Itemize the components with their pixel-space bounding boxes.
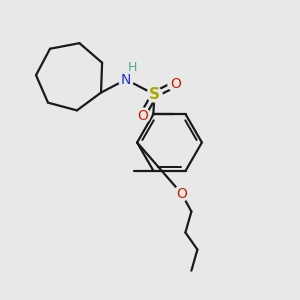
Text: O: O xyxy=(170,77,181,91)
Circle shape xyxy=(147,87,162,102)
Circle shape xyxy=(135,108,150,123)
Text: S: S xyxy=(149,87,160,102)
Circle shape xyxy=(174,186,189,201)
Text: O: O xyxy=(137,109,148,122)
Text: N: N xyxy=(121,73,131,86)
Circle shape xyxy=(127,62,137,73)
Circle shape xyxy=(118,72,134,87)
Text: H: H xyxy=(127,61,137,74)
Circle shape xyxy=(168,76,183,92)
Text: O: O xyxy=(176,187,187,200)
